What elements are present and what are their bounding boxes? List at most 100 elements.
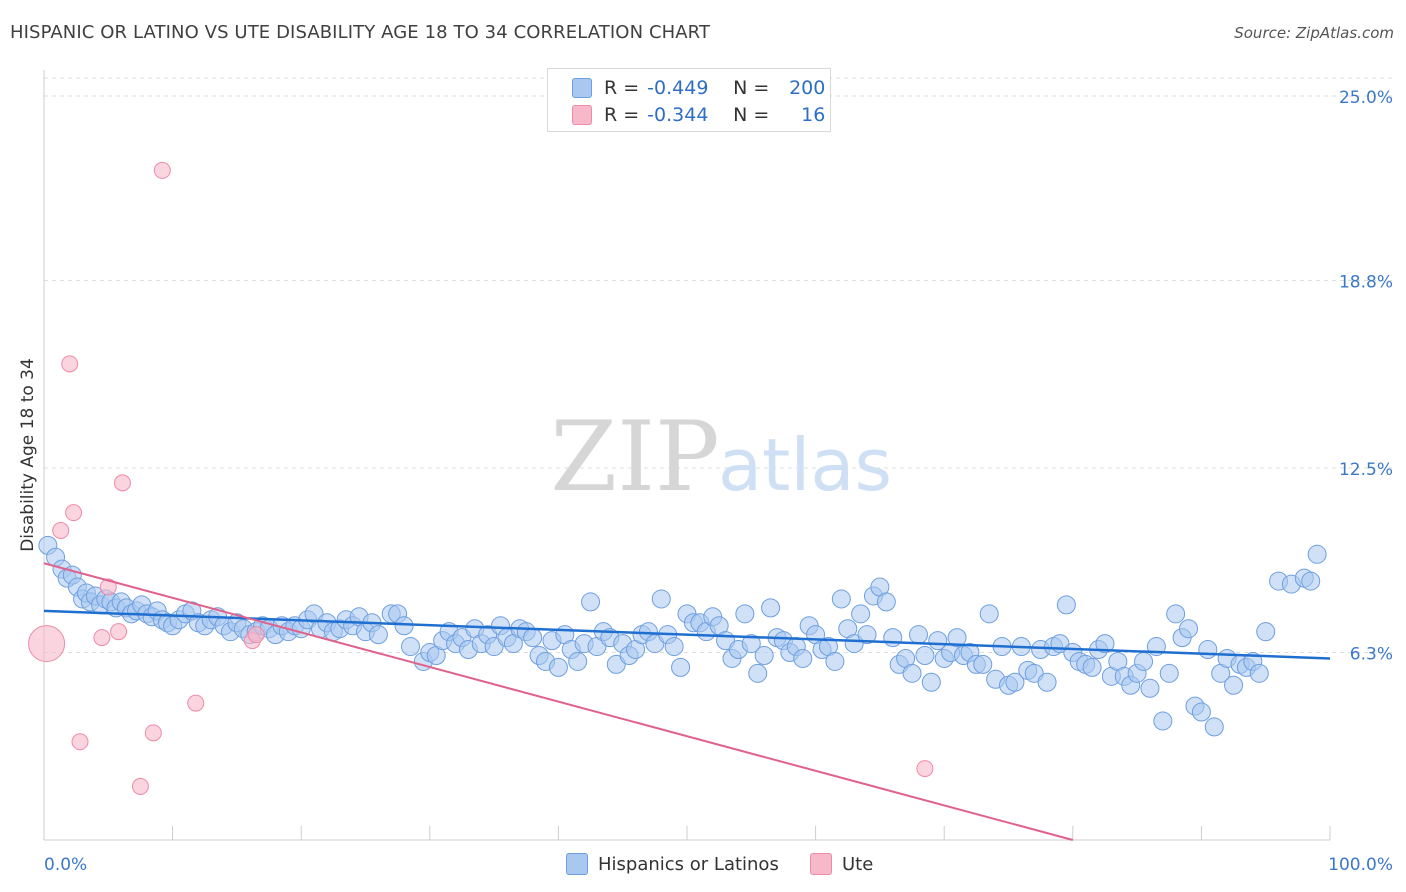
- point-hispanics-167: [1095, 634, 1115, 654]
- point-hispanics-85: [568, 651, 588, 671]
- y-tick-label-0: 6.3%: [1350, 645, 1393, 665]
- point-hispanics-100: [664, 637, 684, 657]
- source-label: Source: ZipAtlas.com: [1234, 24, 1394, 42]
- trend-lines: [43, 562, 1331, 841]
- point-ute-3: [65, 504, 83, 522]
- legend-label-ute: Ute: [842, 853, 874, 875]
- point-hispanics-137: [902, 663, 922, 683]
- point-hispanics-184: [1204, 717, 1224, 737]
- point-hispanics-140: [921, 672, 941, 692]
- point-hispanics-197: [1307, 544, 1327, 564]
- series-legend: Hispanics or Latinos Ute: [0, 850, 1406, 878]
- legend-row-hispanics: R = -0.449 N = 200: [572, 75, 825, 101]
- point-hispanics-176: [1153, 711, 1173, 731]
- point-hispanics-183: [1198, 640, 1218, 660]
- point-ute-6: [99, 578, 117, 596]
- watermark: ZIP atlas: [550, 401, 892, 513]
- y-tick-label-2: 18.8%: [1339, 273, 1393, 293]
- point-ute-10: [144, 724, 162, 742]
- point-hispanics-111: [735, 604, 755, 624]
- point-hispanics-196: [1301, 571, 1321, 591]
- y-tick-label-3: 25.0%: [1339, 88, 1393, 108]
- point-hispanics-187: [1224, 675, 1244, 695]
- legend-swatch-pink: [810, 853, 832, 875]
- point-ute-4: [71, 733, 89, 751]
- legend-r-value: -0.344: [647, 104, 709, 126]
- x-tick-label-min: 0.0%: [44, 855, 87, 875]
- axes: [43, 70, 1331, 841]
- chart-title: HISPANIC OR LATINO VS UTE DISABILITY AGE…: [10, 22, 711, 43]
- legend-r-label: R =: [604, 77, 640, 99]
- x-tick-label-max: 100.0%: [1328, 855, 1393, 875]
- point-hispanics-192: [1256, 622, 1276, 642]
- point-hispanics-125: [825, 651, 845, 671]
- point-hispanics-113: [748, 663, 768, 683]
- stats-legend: R = -0.449 N = 200 R = -0.344 N = 16: [547, 68, 831, 132]
- point-ute-12: [187, 694, 205, 712]
- point-hispanics-149: [979, 604, 999, 624]
- watermark-atlas: atlas: [718, 423, 892, 507]
- series-ute-points: [28, 161, 934, 795]
- legend-label-hispanics: Hispanics or Latinos: [598, 853, 779, 875]
- point-hispanics-82: [548, 657, 568, 677]
- point-hispanics-158: [1037, 672, 1057, 692]
- point-hispanics-144: [947, 628, 967, 648]
- point-hispanics-180: [1179, 619, 1199, 639]
- legend-swatch-blue: [566, 853, 588, 875]
- legend-swatch-pink: [572, 105, 592, 125]
- legend-n-label: N =: [733, 104, 770, 126]
- trend-line-hispanics: [43, 609, 1331, 660]
- point-ute-15: [916, 760, 934, 778]
- point-hispanics-98: [651, 589, 671, 609]
- watermark-zip: ZIP: [550, 401, 719, 513]
- legend-n-label: N =: [733, 77, 770, 99]
- point-hispanics-59: [394, 616, 414, 636]
- point-ute-0: [28, 625, 66, 663]
- point-hispanics-139: [915, 645, 935, 665]
- legend-r-label: R =: [604, 104, 640, 126]
- point-ute-9: [131, 777, 149, 795]
- y-tick-label-1: 12.5%: [1339, 460, 1393, 480]
- point-hispanics-115: [761, 598, 781, 618]
- y-tick-labels: 6.3% 12.5% 18.8% 25.0%: [1339, 88, 1393, 665]
- point-hispanics-134: [883, 628, 903, 648]
- point-hispanics-60: [401, 637, 421, 657]
- point-hispanics-165: [1082, 657, 1102, 677]
- point-hispanics-120: [793, 648, 813, 668]
- point-hispanics-177: [1159, 663, 1179, 683]
- point-hispanics-56: [368, 625, 388, 645]
- gridlines: [44, 77, 1392, 654]
- point-ute-1: [52, 521, 70, 539]
- point-hispanics-114: [754, 645, 774, 665]
- point-ute-7: [110, 623, 128, 641]
- point-hispanics-130: [857, 625, 877, 645]
- point-ute-5: [93, 629, 111, 647]
- point-ute-11: [153, 161, 171, 179]
- point-hispanics-138: [908, 625, 928, 645]
- legend-row-ute: R = -0.344 N = 16: [572, 102, 825, 128]
- point-hispanics-126: [831, 589, 851, 609]
- point-hispanics-153: [1005, 672, 1025, 692]
- point-hispanics-178: [1166, 604, 1186, 624]
- series-hispanics-points: [38, 535, 1327, 737]
- legend-swatch-blue: [572, 78, 592, 98]
- x-tick-labels: 0.0% 100.0%: [44, 855, 1393, 875]
- point-hispanics-129: [851, 604, 871, 624]
- legend-item-ute[interactable]: Ute: [810, 850, 873, 878]
- legend-item-hispanics[interactable]: Hispanics or Latinos: [566, 850, 779, 878]
- trend-line-ute: [43, 562, 1074, 841]
- point-ute-14: [247, 626, 265, 644]
- point-ute-8: [113, 474, 131, 492]
- point-hispanics-101: [671, 657, 691, 677]
- legend-r-value: -0.449: [647, 77, 709, 99]
- point-hispanics-173: [1134, 651, 1154, 671]
- point-ute-2: [61, 355, 79, 373]
- legend-n-value: 16: [801, 104, 826, 126]
- point-hispanics-148: [973, 654, 993, 674]
- point-hispanics-161: [1056, 595, 1076, 615]
- point-hispanics-133: [876, 592, 896, 612]
- point-hispanics-87: [581, 592, 601, 612]
- point-hispanics-112: [741, 634, 761, 654]
- point-hispanics-174: [1140, 678, 1160, 698]
